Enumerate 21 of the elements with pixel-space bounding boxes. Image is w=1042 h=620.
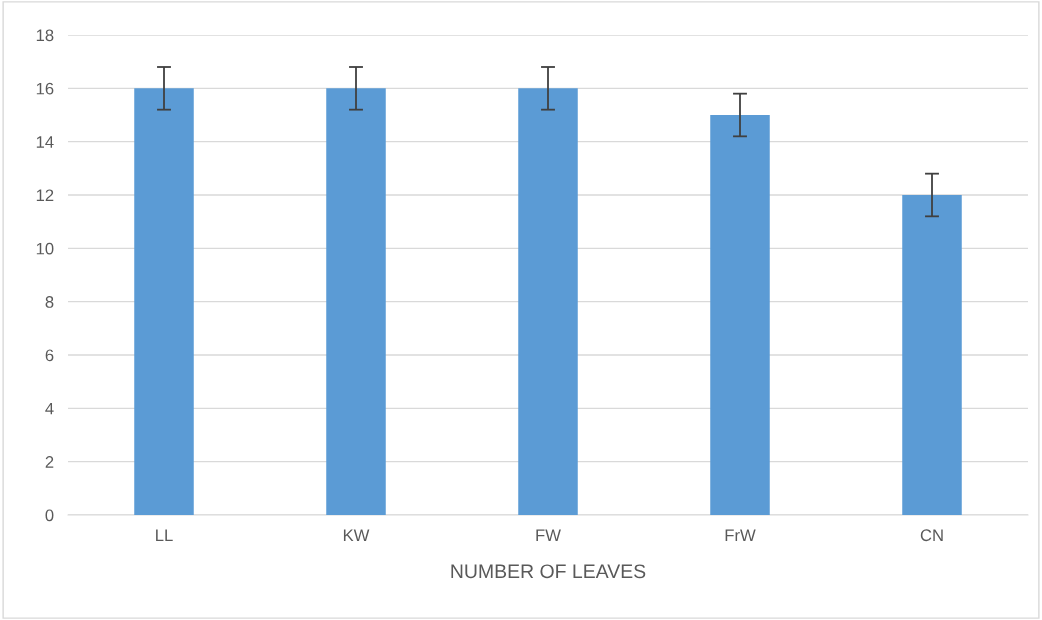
- y-tick-label: 12: [36, 189, 54, 202]
- x-tick-label: FW: [536, 529, 561, 541]
- x-tick-label: LL: [156, 529, 173, 541]
- y-tick-label: 14: [36, 136, 54, 148]
- x-tick-label: CN: [920, 529, 943, 542]
- bar: [518, 88, 578, 515]
- x-tick-label: FrW: [725, 529, 756, 541]
- y-tick-label: 16: [36, 82, 54, 95]
- y-tick-label: 18: [36, 29, 54, 42]
- x-tick-label: KW: [343, 529, 370, 541]
- y-tick-label: 6: [45, 349, 54, 362]
- y-tick-label: 2: [45, 456, 54, 468]
- y-tick-label: 8: [45, 296, 54, 308]
- bar: [710, 115, 770, 515]
- y-tick-label: 0: [45, 509, 54, 522]
- bar: [326, 88, 386, 515]
- bar: [902, 195, 962, 515]
- y-tick-label: 10: [36, 242, 54, 255]
- y-tick-label: 4: [45, 402, 54, 415]
- x-axis-title: NUMBER OF LEAVES: [451, 564, 646, 579]
- bar: [134, 88, 194, 515]
